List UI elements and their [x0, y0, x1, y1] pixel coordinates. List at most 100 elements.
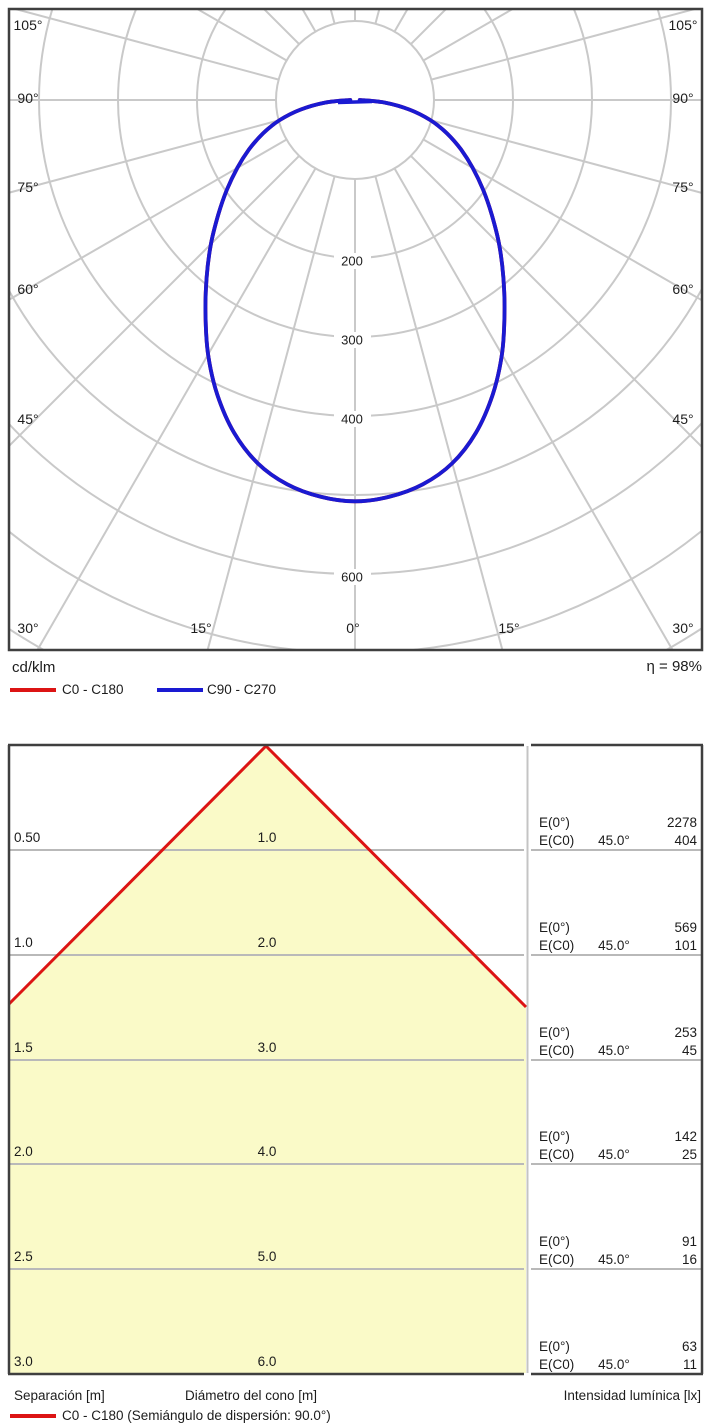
ring-label-backing	[334, 253, 371, 269]
row-0-ec0-value: 404	[674, 833, 697, 848]
polar-grid-spoke	[410, 10, 447, 45]
polar-unit-label: cd/klm	[12, 659, 56, 676]
angle-label-right-60: 60°	[672, 281, 693, 297]
angle-label-right-105: 105°	[669, 17, 698, 33]
angle-label-left-45: 45°	[17, 411, 38, 427]
row-1-ec0-angle: 45.0°	[598, 938, 630, 953]
ring-value-label: 200	[341, 254, 363, 269]
polar-grid-spoke	[206, 176, 336, 649]
cone-legend-swatch	[10, 1414, 56, 1418]
row-0-diameter-value: 1.0	[258, 830, 277, 845]
polar-grid-spoke	[431, 119, 701, 194]
row-3-separation-value: 2.0	[14, 1144, 33, 1159]
c0-c180-swatch	[10, 688, 56, 692]
ring-value-label: 400	[341, 412, 363, 427]
row-5-ec0-angle: 45.0°	[598, 1357, 630, 1372]
angle-label-left-75: 75°	[17, 179, 38, 195]
row-2-diameter-value: 3.0	[258, 1040, 277, 1055]
polar-grid-spoke	[393, 167, 674, 649]
polar-grid-ring	[275, 20, 435, 180]
polar-grid-spoke	[410, 155, 701, 448]
beam-edge-right	[264, 744, 528, 1009]
row-2-e0-label: E(0°)	[539, 1025, 570, 1040]
c90-c270-swatch	[157, 688, 203, 692]
polar-grid-spoke	[431, 10, 695, 81]
row-0-ec0-label: E(C0)	[539, 833, 574, 848]
polar-grid-spoke	[422, 138, 701, 301]
row-0-e0-label: E(0°)	[539, 815, 570, 830]
polar-grid-spoke	[15, 10, 279, 81]
row-5-e0-label: E(0°)	[539, 1339, 570, 1354]
angle-label-bottom-0: 0°	[346, 620, 359, 636]
footer-intensity-label: Intensidad lumínica [lx]	[563, 1388, 701, 1403]
polar-chart-border	[7, 7, 704, 652]
polar-grid: 200 300 400 600	[10, 10, 701, 649]
row-2-ec0-angle: 45.0°	[598, 1043, 630, 1058]
polar-grid-spoke	[10, 119, 279, 194]
angle-label-left-90: 90°	[17, 90, 38, 106]
efficiency-value: η = 98%	[646, 658, 702, 675]
row-4-ec0-label: E(C0)	[539, 1252, 574, 1267]
angle-label-left-60: 60°	[17, 281, 38, 297]
angle-label-bottom-15: 15°	[190, 620, 211, 636]
row-3-e0-value: 142	[674, 1129, 697, 1144]
row-1-ec0-value: 101	[674, 938, 697, 953]
row-0-separation-value: 0.50	[14, 830, 40, 845]
row-4-e0-label: E(0°)	[539, 1234, 570, 1249]
row-4-ec0-angle: 45.0°	[598, 1252, 630, 1267]
polar-grid-spoke	[393, 10, 409, 33]
row-2-e0-value: 253	[674, 1025, 697, 1040]
c90-c270-legend-label: C90 - C270	[207, 682, 277, 697]
row-5-diameter-value: 6.0	[258, 1354, 277, 1369]
ring-label-backing	[334, 332, 371, 348]
row-1-diameter-value: 2.0	[258, 935, 277, 950]
row-5-ec0-label: E(C0)	[539, 1357, 574, 1372]
ring-value-label: 600	[341, 570, 363, 585]
row-1-e0-label: E(0°)	[539, 920, 570, 935]
footer-separation-label: Separación [m]	[14, 1388, 105, 1403]
row-1-ec0-label: E(C0)	[539, 938, 574, 953]
cone-diagram: 0.50 1.0 E(0°) 2278 E(C0) 45.0° 404 1.0 2.0 E(0°)…	[7, 743, 704, 1376]
row-4-e0-value: 91	[682, 1234, 697, 1249]
row-1-separation-value: 1.0	[14, 935, 33, 950]
beam-edge-left	[7, 744, 268, 1006]
row-1-e0-value: 569	[674, 920, 697, 935]
row-3-e0-label: E(0°)	[539, 1129, 570, 1144]
ring-value-label: 300	[341, 333, 363, 348]
polar-grid-spoke	[301, 10, 317, 33]
c0-c180-legend-label: C0 - C180	[62, 682, 124, 697]
row-3-diameter-value: 4.0	[258, 1144, 277, 1159]
angle-label-bottom-15: 15°	[498, 620, 519, 636]
polar-grid-spoke	[36, 167, 317, 649]
angle-label-right-90: 90°	[672, 90, 693, 106]
row-4-diameter-value: 5.0	[258, 1249, 277, 1264]
angle-label-right-75: 75°	[672, 179, 693, 195]
row-3-ec0-angle: 45.0°	[598, 1147, 630, 1162]
row-3-ec0-label: E(C0)	[539, 1147, 574, 1162]
row-0-ec0-angle: 45.0°	[598, 833, 630, 848]
polar-grid-spoke	[10, 138, 288, 301]
row-5-ec0-value: 11	[683, 1357, 697, 1372]
row-5-separation-value: 3.0	[14, 1354, 33, 1369]
row-2-ec0-value: 45	[682, 1043, 697, 1058]
ring-label-backing	[334, 569, 371, 585]
ring-label-backing	[334, 411, 371, 427]
curve-tip-crossbar	[337, 99, 373, 105]
row-2-ec0-label: E(C0)	[539, 1043, 574, 1058]
angle-label-right-45: 45°	[672, 411, 693, 427]
row-0-e0-value: 2278	[667, 815, 697, 830]
polar-grid-spoke	[374, 176, 504, 649]
polar-grid-spoke	[10, 155, 300, 447]
cone-legend-label: C0 - C180 (Semiángulo de dispersión: 90.…	[62, 1408, 331, 1423]
polar-grid-spoke	[329, 10, 336, 24]
angle-label-left-105: 105°	[14, 17, 43, 33]
angle-label-right-30: 30°	[672, 620, 693, 636]
polar-grid-spoke	[374, 10, 381, 24]
footer-diameter-label: Diámetro del cono [m]	[185, 1388, 318, 1403]
intensity-curve-C90-C270	[203, 98, 507, 504]
row-4-separation-value: 2.5	[14, 1249, 33, 1264]
row-3-ec0-value: 25	[682, 1147, 697, 1162]
angle-label-left-30: 30°	[17, 620, 38, 636]
